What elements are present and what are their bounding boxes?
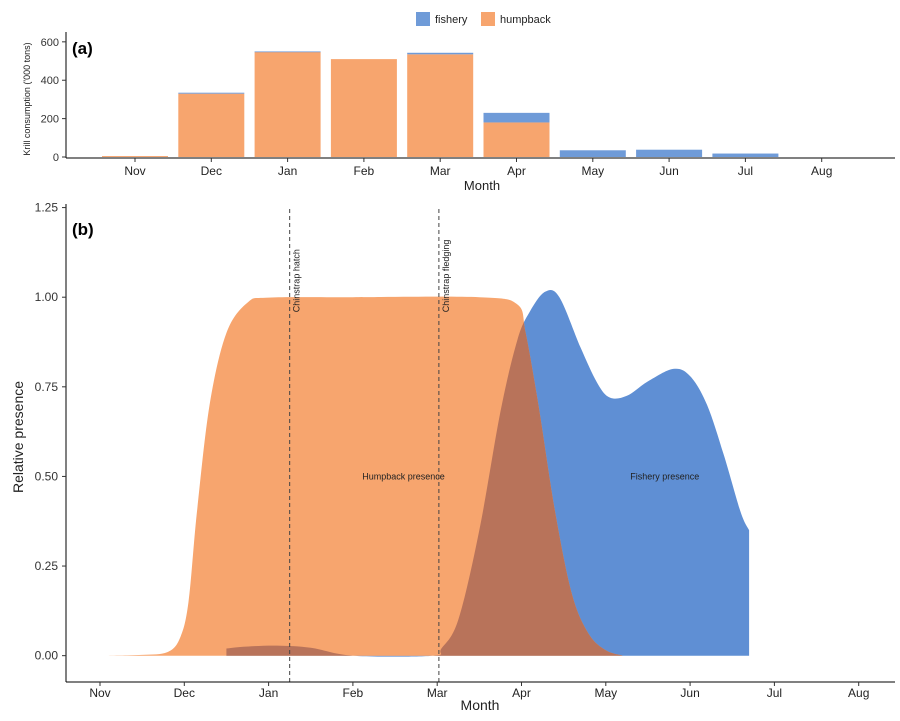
- bar-humpback-Apr: [483, 122, 550, 157]
- panel-b-y-tick-label: 0.50: [35, 469, 59, 483]
- panel-a-x-tick-label: Feb: [354, 164, 375, 178]
- panel-b-y-tick-label: 1.00: [35, 290, 59, 304]
- panel-b-x-tick-label: Mar: [427, 686, 448, 700]
- bar-fishery-Mar: [407, 52, 474, 55]
- legend-swatch-fishery: [416, 12, 430, 26]
- panel-b-y-axis-label: Relative presence: [10, 381, 26, 493]
- panel-a-x-tick-label: Nov: [124, 164, 145, 178]
- bar-fishery-Jul: [712, 153, 779, 157]
- panel-b-label: (b): [72, 220, 94, 239]
- panel-a-y-tick-label: 600: [41, 37, 59, 49]
- annotation-chinstrap-fledging: Chinstrap fledging: [441, 240, 451, 313]
- bar-fishery-Apr: [483, 112, 550, 123]
- legend-label-fishery: fishery: [435, 14, 468, 26]
- panel-a-y-tick-label: 400: [41, 75, 59, 87]
- panel-b-x-tick-label: Feb: [343, 686, 364, 700]
- panel-b-x-tick-label: Dec: [174, 686, 195, 700]
- panel-a-y-axis-label: Krill consumption ('000 tons): [22, 42, 32, 155]
- panel-b-x-tick-label: Apr: [512, 686, 531, 700]
- legend-label-humpback: humpback: [500, 14, 551, 26]
- panel-a-x-tick-label: Apr: [507, 164, 526, 178]
- panel-b-x-tick-label: May: [594, 686, 617, 700]
- bar-humpback-Feb: [330, 59, 397, 158]
- bar-fishery-Dec: [178, 92, 245, 94]
- panel-b-x-tick-label: Jun: [680, 686, 699, 700]
- bar-humpback-Jan: [254, 51, 321, 158]
- annotation-fishery-presence: Fishery presence: [630, 471, 699, 481]
- panel-a-bar-chart: 0 200 400 600 Nov Dec Jan Feb Mar Apr May Jun Jul Aug…: [22, 32, 895, 193]
- panel-a-x-tick-label: Aug: [811, 164, 832, 178]
- panel-a-x-tick-label: Jan: [278, 164, 297, 178]
- panel-b-y-tick-label: 0.25: [35, 559, 59, 573]
- bar-humpback-Mar: [407, 54, 474, 158]
- bar-fishery-May: [559, 150, 626, 157]
- panel-a-x-tick-label: Dec: [201, 164, 222, 178]
- panel-b-x-tick-label: Jul: [767, 686, 782, 700]
- panel-b-x-tick-label: Jan: [259, 686, 278, 700]
- panel-a-x-tick-label: Jun: [659, 164, 678, 178]
- panel-b-y-tick-label: 0.75: [35, 380, 59, 394]
- bar-fishery-Jan: [254, 51, 321, 53]
- panel-a-y-tick-label: 0: [53, 152, 59, 164]
- panel-a-y-tick-label: 200: [41, 114, 59, 126]
- panel-b-x-axis-label: Month: [461, 697, 500, 713]
- panel-b-y-tick-label: 1.25: [35, 201, 59, 215]
- annotation-chinstrap-hatch: Chinstrap hatch: [292, 249, 302, 312]
- panel-a-x-tick-label: Jul: [738, 164, 753, 178]
- area-fishery-presence: [226, 289, 750, 657]
- panel-a-x-tick-label: May: [581, 164, 604, 178]
- annotation-humpback-presence: Humpback presence: [362, 471, 445, 481]
- legend: fishery humpback: [416, 12, 551, 26]
- panel-b-x-tick-label: Nov: [89, 686, 110, 700]
- bar-fishery-Jun: [636, 149, 703, 157]
- legend-swatch-humpback: [481, 12, 495, 26]
- panel-a-label: (a): [72, 39, 93, 58]
- panel-b-area-chart: 0.00 0.25 0.50 0.75 1.00 1.25 Nov Dec Jan Feb Mar A…: [10, 201, 895, 713]
- bar-humpback-Dec: [178, 93, 245, 157]
- panel-b-y-tick-label: 0.00: [35, 649, 59, 663]
- panel-b-x-tick-label: Aug: [848, 686, 869, 700]
- panel-a-x-axis-label: Month: [464, 178, 500, 193]
- bar-humpback-Nov: [102, 156, 168, 157]
- panel-a-x-tick-label: Mar: [430, 164, 451, 178]
